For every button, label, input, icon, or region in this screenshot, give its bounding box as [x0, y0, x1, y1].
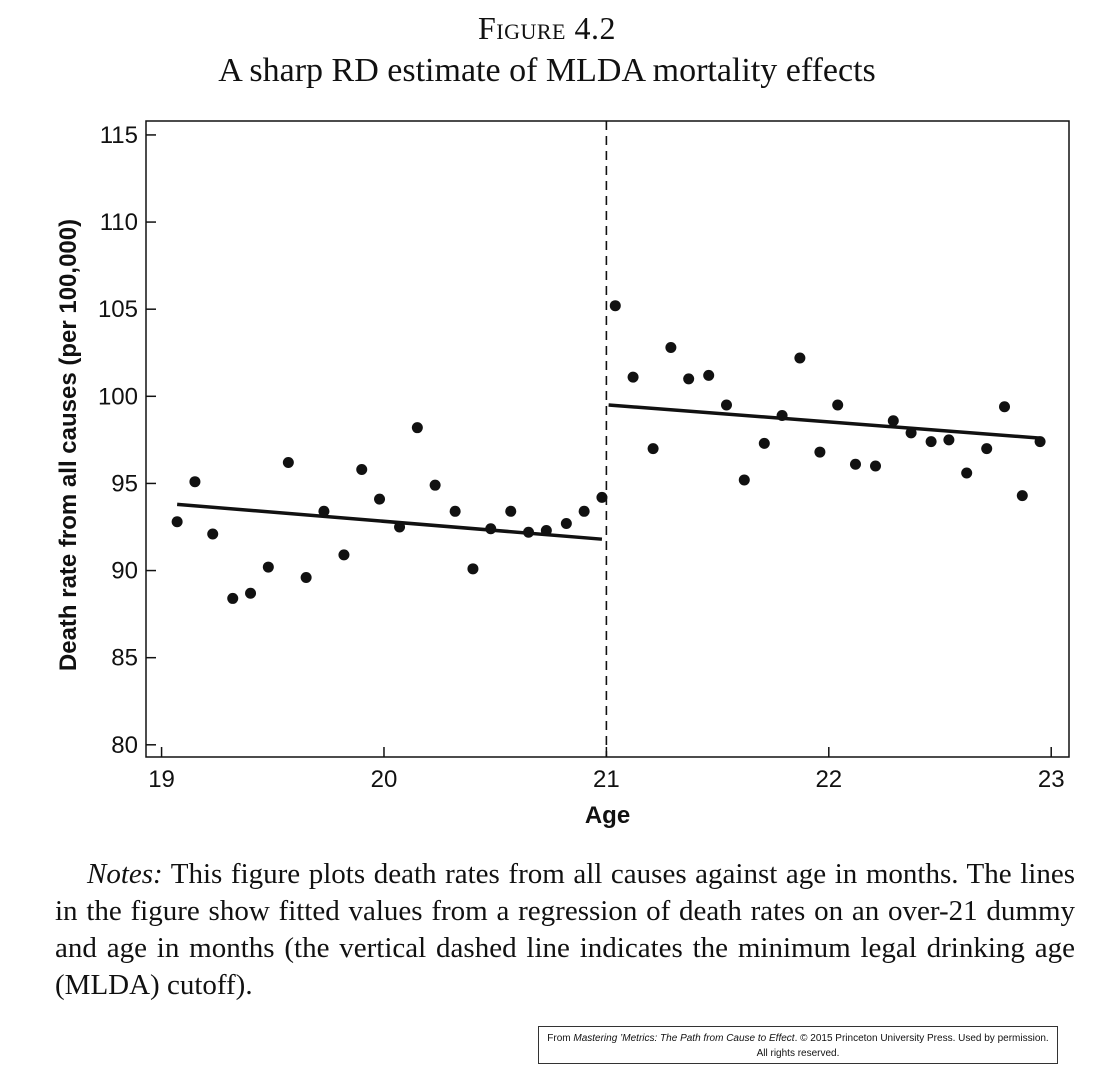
data-point-33 — [776, 409, 788, 421]
figure-notes: Notes: This figure plots death rates fro… — [55, 856, 1075, 1004]
data-point-28 — [683, 373, 695, 385]
data-point-34 — [794, 352, 806, 364]
y-tick-label-80: 80 — [111, 732, 138, 759]
y-tick-label-100: 100 — [98, 383, 138, 410]
data-point-13 — [411, 422, 423, 434]
data-point-38 — [870, 460, 882, 472]
data-point-23 — [596, 491, 608, 503]
data-point-30 — [720, 399, 732, 411]
data-point-36 — [832, 399, 844, 411]
data-point-6 — [282, 457, 294, 469]
data-point-14 — [429, 479, 441, 491]
data-point-0 — [171, 516, 183, 528]
data-point-9 — [338, 549, 350, 561]
credit-prefix: From — [547, 1033, 574, 1044]
data-point-2 — [207, 528, 219, 540]
x-tick-label-21: 21 — [593, 766, 620, 793]
data-point-25 — [627, 371, 639, 383]
data-point-29 — [703, 369, 715, 381]
data-point-40 — [905, 427, 917, 439]
x-tick-label-22: 22 — [815, 766, 842, 793]
data-point-32 — [758, 437, 770, 449]
data-point-45 — [999, 401, 1011, 413]
y-tick-label-90: 90 — [111, 558, 138, 585]
x-tick-label-20: 20 — [371, 766, 398, 793]
data-point-26 — [647, 443, 659, 455]
data-point-1 — [189, 476, 201, 488]
data-point-39 — [887, 415, 899, 427]
y-tick-label-115: 115 — [100, 122, 138, 149]
data-point-41 — [925, 436, 937, 448]
y-tick-label-105: 105 — [98, 296, 138, 323]
credit-line2: All rights reserved. — [756, 1048, 840, 1059]
data-point-37 — [849, 458, 861, 470]
data-point-10 — [356, 463, 368, 475]
copyright-credit: From Mastering ’Metrics: The Path from C… — [538, 1026, 1058, 1064]
data-point-43 — [961, 467, 973, 479]
data-point-16 — [467, 563, 479, 575]
x-tick-label-19: 19 — [148, 766, 175, 793]
data-point-27 — [665, 342, 677, 354]
data-point-19 — [523, 526, 535, 538]
data-point-46 — [1016, 490, 1028, 502]
rd-scatter-chart: 80 85 90 95 100 105 110 115 19 20 21 22 23 Age Death r… — [55, 120, 1070, 829]
y-tick-label-95: 95 — [111, 470, 138, 497]
data-point-12 — [394, 521, 406, 533]
data-point-44 — [981, 443, 993, 455]
plot-frame — [145, 120, 1070, 758]
data-point-8 — [318, 505, 330, 517]
credit-book: Mastering ’Metrics: The Path from Cause … — [573, 1033, 795, 1044]
y-axis-title: Death rate from all causes (per 100,000) — [55, 219, 82, 671]
data-point-42 — [943, 434, 955, 446]
data-point-20 — [540, 524, 552, 536]
notes-text: This figure plots death rates from all c… — [55, 858, 1075, 1001]
figure-label: Figure 4.2 — [477, 10, 616, 46]
data-point-24 — [609, 300, 621, 312]
notes-label: Notes: — [87, 858, 163, 890]
y-tick-label-110: 110 — [100, 209, 138, 236]
fitted-line-under-21 — [176, 502, 603, 541]
data-point-47 — [1034, 436, 1046, 448]
data-point-22 — [578, 505, 590, 517]
data-point-11 — [374, 493, 386, 505]
data-point-5 — [262, 561, 274, 573]
data-point-7 — [300, 572, 312, 584]
data-point-21 — [560, 518, 572, 530]
data-point-3 — [227, 592, 239, 604]
data-point-15 — [449, 505, 461, 517]
x-tick-label-23: 23 — [1038, 766, 1065, 793]
fitted-line-over-21 — [608, 403, 1041, 440]
y-tick-label-85: 85 — [111, 645, 138, 672]
figure-title: A sharp RD estimate of MLDA mortality ef… — [218, 52, 876, 89]
data-point-4 — [245, 587, 257, 599]
data-point-17 — [485, 523, 497, 535]
data-point-18 — [505, 505, 517, 517]
x-axis-title: Age — [585, 802, 630, 829]
data-point-35 — [814, 446, 826, 458]
data-point-31 — [738, 474, 750, 486]
credit-suffix: . © 2015 Princeton University Press. Use… — [794, 1033, 1049, 1044]
